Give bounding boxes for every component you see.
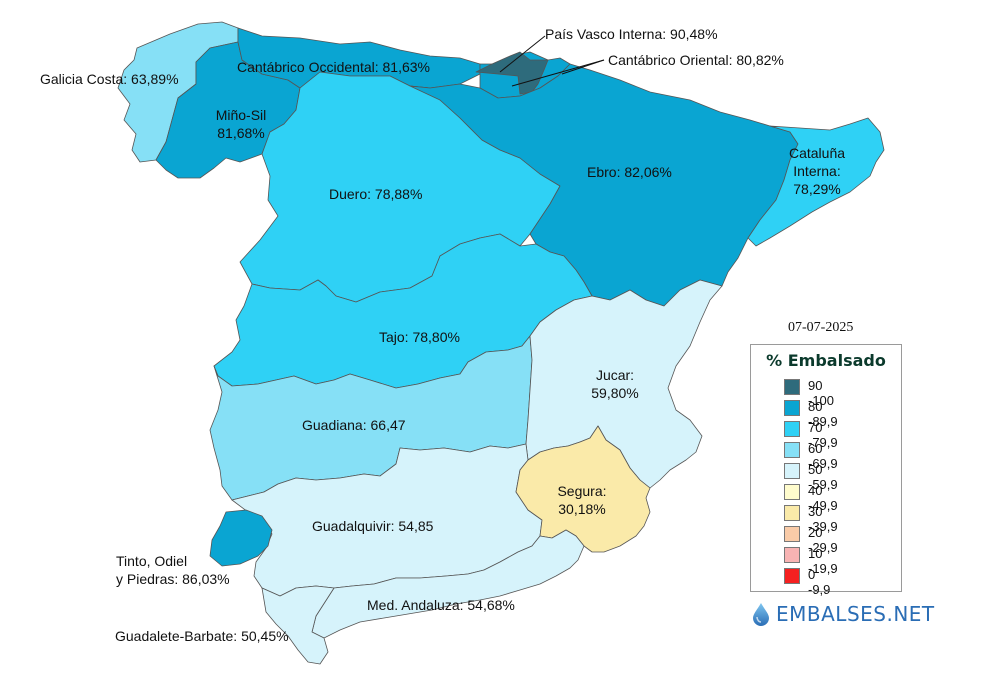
map-date: 07-07-2025 <box>788 320 854 335</box>
legend-swatch <box>784 463 800 479</box>
legend: % Embalsado 90 -100 80 -89,9 70 -79,9 60 -6… <box>750 344 902 597</box>
label-segura-name: Segura: <box>557 483 607 499</box>
legend-range-label: 50 -59,9 <box>808 462 838 492</box>
legend-range-label: 10 -19,9 <box>808 546 838 576</box>
leader-line-cantabrico-oriental-2 <box>561 59 605 75</box>
legend-swatch <box>784 379 800 395</box>
legend-range-label: 80 -89,9 <box>808 399 838 429</box>
region-tinto <box>209 509 273 567</box>
label-jucar-name: Jucar: <box>595 367 635 383</box>
legend-swatch <box>784 568 800 584</box>
legend-range-label: 70 -79,9 <box>808 420 838 450</box>
label-segura-value: 30,18% <box>558 501 606 517</box>
label-pais-vasco: País Vasco Interna: 90,48% <box>545 26 718 42</box>
legend-range-label: 0 -9,9 <box>808 567 831 597</box>
label-ebro: Ebro: 82,06% <box>587 164 672 180</box>
leader-line-cantabrico-oriental-1 <box>511 59 605 87</box>
label-cataluna-line2: Interna: <box>793 163 841 179</box>
legend-swatch <box>784 505 800 521</box>
label-duero: Duero: 78,88% <box>329 186 423 202</box>
label-cataluna: Cataluña Interna: 78,29% <box>780 144 854 198</box>
legend-swatch <box>784 484 800 500</box>
label-guadiana: Guadiana: 66,47 <box>302 417 406 433</box>
label-guadalete: Guadalete-Barbate: 50,45% <box>115 628 289 644</box>
leader-line-pais-vasco <box>499 35 546 73</box>
legend-swatch <box>784 421 800 437</box>
legend-range-label: 30 -39,9 <box>808 504 838 534</box>
label-cataluna-line1: Cataluña <box>788 145 846 161</box>
label-mino-sil-name: Miño-Sil <box>215 107 267 123</box>
label-mino-sil-value: 81,68% <box>217 125 265 141</box>
label-guadalquivir: Guadalquivir: 54,85 <box>312 518 434 534</box>
legend-swatch <box>784 400 800 416</box>
label-mino-sil: Miño-Sil 81,68% <box>206 106 276 142</box>
region-pais-vasco <box>475 51 549 95</box>
region-ebro <box>409 63 799 307</box>
label-jucar-value: 59,80% <box>591 385 639 401</box>
region-segura <box>515 425 651 553</box>
legend-title: % Embalsado <box>766 351 886 370</box>
legend-swatch <box>784 526 800 542</box>
legend-range-label: 20 -29,9 <box>808 525 838 555</box>
legend-range-label: 60 -69,9 <box>808 441 838 471</box>
legend-swatch <box>784 442 800 458</box>
label-tinto-line1: Tinto, Odiel <box>116 553 188 569</box>
region-guadalete <box>261 585 335 665</box>
brand-name: EMBALSES.NET <box>776 602 935 626</box>
label-tajo: Tajo: 78,80% <box>379 329 460 345</box>
water-drop-icon <box>753 603 769 626</box>
label-cantabrico-occidental: Cantábrico Occidental: 81,63% <box>237 59 430 75</box>
label-segura: Segura: 30,18% <box>544 482 620 518</box>
legend-swatch <box>784 547 800 563</box>
label-cantabrico-oriental: Cantábrico Oriental: 80,82% <box>608 52 784 68</box>
label-cataluna-value: 78,29% <box>793 181 841 197</box>
legend-range-label: 90 -100 <box>808 378 835 408</box>
label-tinto-line2: y Piedras: 86,03% <box>116 571 230 587</box>
label-galicia: Galicia Costa: 63,89% <box>40 71 179 87</box>
region-med-andaluza <box>311 529 585 639</box>
label-jucar: Jucar: 59,80% <box>580 366 650 402</box>
label-med-andaluza: Med. Andaluza: 54,68% <box>367 597 515 613</box>
region-cataluna <box>747 117 885 247</box>
legend-range-label: 40 -49,9 <box>808 483 838 513</box>
label-tinto: Tinto, Odiel y Piedras: 86,03% <box>116 552 230 588</box>
